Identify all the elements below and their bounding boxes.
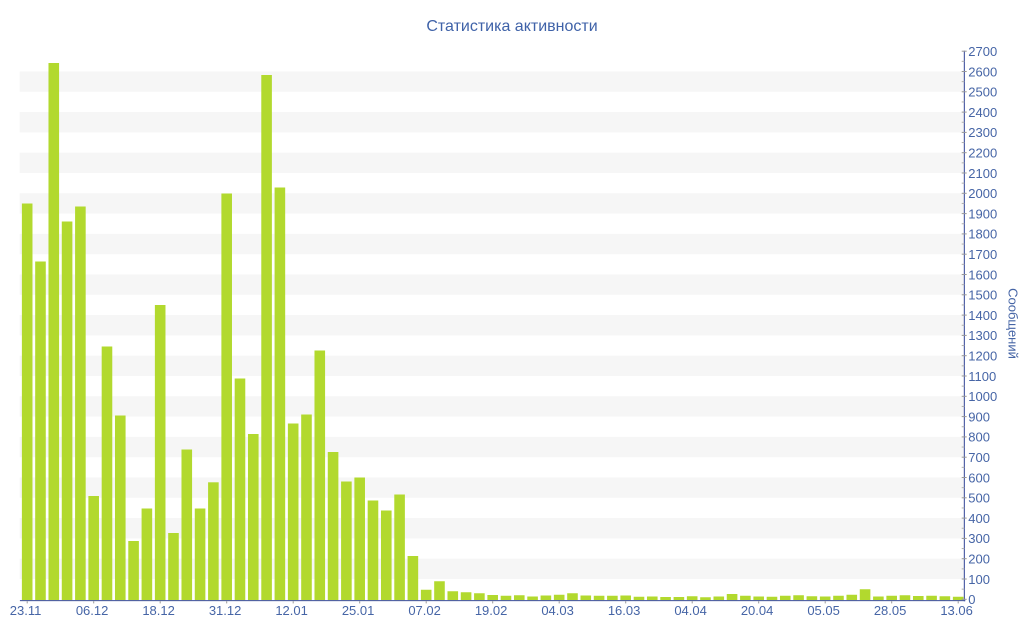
svg-text:2100: 2100 [968,166,997,181]
svg-text:23.11: 23.11 [10,603,42,618]
svg-text:1400: 1400 [968,308,997,323]
svg-text:2400: 2400 [968,105,997,120]
svg-text:2200: 2200 [968,146,997,161]
svg-text:2600: 2600 [968,64,997,79]
svg-text:18.12: 18.12 [142,603,175,618]
svg-text:0: 0 [968,592,975,607]
svg-text:1000: 1000 [968,389,997,404]
svg-text:500: 500 [968,491,990,506]
svg-text:1900: 1900 [968,206,997,221]
svg-text:1100: 1100 [968,369,996,384]
svg-text:12.01: 12.01 [275,603,308,618]
svg-text:13.06: 13.06 [940,603,973,618]
svg-text:31.12: 31.12 [209,603,242,618]
svg-text:20.04: 20.04 [741,603,774,618]
svg-text:Статистика активности: Статистика активности [426,18,597,35]
svg-text:04.04: 04.04 [674,603,707,618]
svg-text:1200: 1200 [968,349,997,364]
svg-text:07.02: 07.02 [408,603,441,618]
svg-text:900: 900 [968,409,990,424]
svg-text:1300: 1300 [968,328,997,343]
svg-text:1700: 1700 [968,247,997,262]
svg-text:200: 200 [968,552,990,567]
svg-text:300: 300 [968,531,990,546]
svg-text:700: 700 [968,450,990,465]
svg-text:100: 100 [968,572,990,587]
svg-text:1500: 1500 [968,288,997,303]
svg-text:05.05: 05.05 [807,603,840,618]
svg-text:1600: 1600 [968,267,997,282]
svg-text:600: 600 [968,470,990,485]
svg-text:2500: 2500 [968,85,997,100]
svg-text:400: 400 [968,511,990,526]
svg-text:2300: 2300 [968,125,997,140]
svg-text:19.02: 19.02 [475,603,508,618]
svg-text:25.01: 25.01 [342,603,375,618]
svg-text:2000: 2000 [968,186,997,201]
svg-text:1800: 1800 [968,227,997,242]
svg-text:800: 800 [968,430,990,445]
svg-text:Сообщений: Сообщений [1006,288,1021,359]
svg-text:04.03: 04.03 [541,603,574,618]
svg-text:2700: 2700 [968,44,997,59]
svg-text:28.05: 28.05 [874,603,907,618]
svg-text:16.03: 16.03 [608,603,641,618]
svg-text:06.12: 06.12 [76,603,109,618]
